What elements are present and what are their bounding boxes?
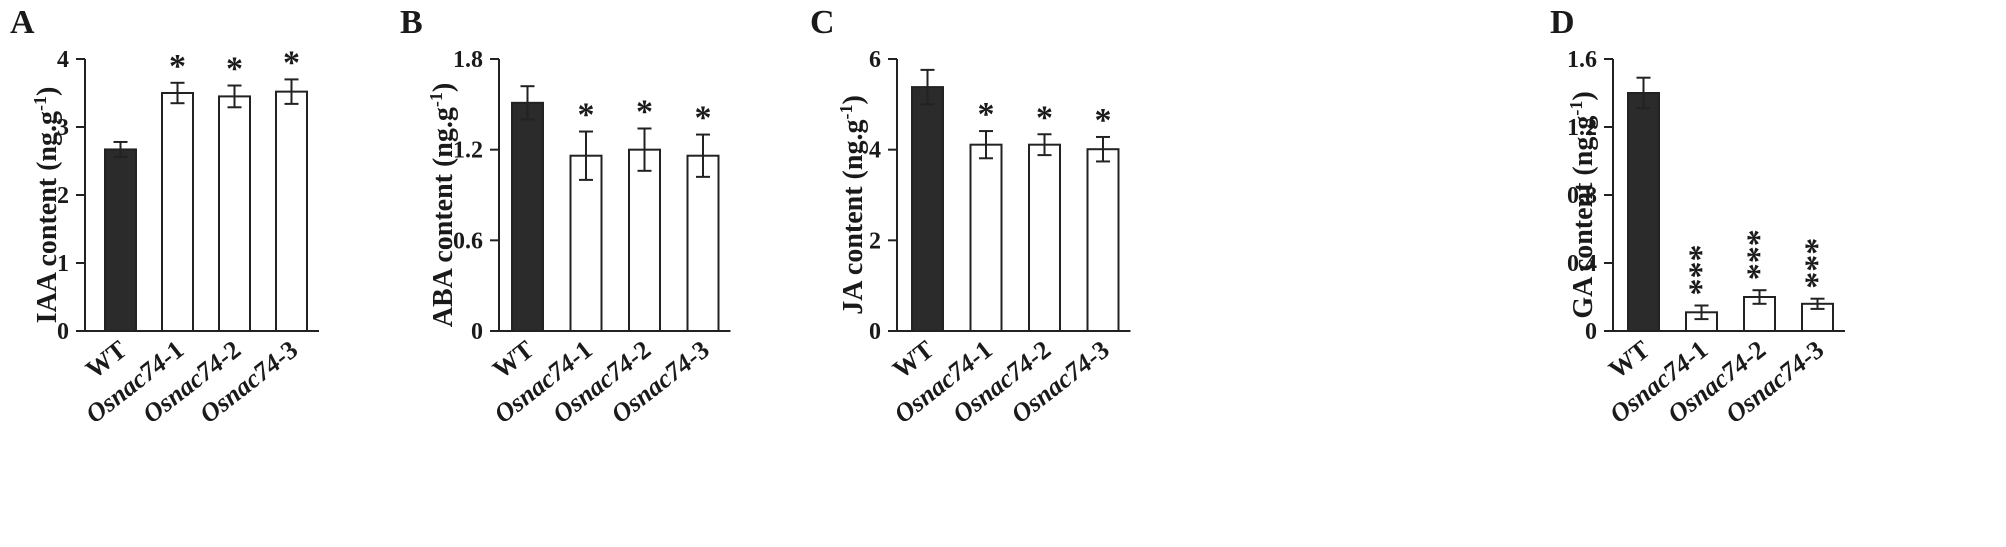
panel-a-significance-label: *	[169, 48, 186, 85]
panel-d-bar	[1627, 92, 1660, 332]
panel-b-bar	[511, 101, 544, 332]
panel-b-bar	[686, 154, 720, 332]
panel-d-significance-label: ***	[1799, 238, 1836, 289]
panel-d-y-tick-label: 0.4	[1567, 251, 1597, 277]
panel-b-bar	[569, 154, 603, 332]
panel-a-y-tick-label: 3	[57, 115, 69, 141]
panel-b-significance-label: *	[578, 97, 595, 134]
panel-d-y-tick-label: 0.8	[1567, 183, 1597, 209]
panel-d-significance-label: ***	[1741, 229, 1778, 280]
panel-c-significance-label: *	[978, 96, 995, 133]
panel-d-significance-label: ***	[1683, 245, 1720, 296]
panel-c-y-tick-label: 6	[869, 47, 881, 73]
panel-b-bar	[628, 148, 661, 332]
panel-a-y-axis-label: IAA content (ng.g-1)	[30, 87, 63, 324]
panel-a-bar	[275, 90, 308, 332]
panel-a-bar	[104, 148, 137, 332]
panel-c-y-tick-label: 2	[869, 228, 881, 254]
panel-c-y-tick-label: 4	[869, 138, 881, 164]
panel-c-y-tick-label: 0	[869, 319, 881, 345]
panel-b-y-tick-label: 0.6	[453, 228, 483, 254]
panel-d-y-tick-label: 0	[1585, 319, 1597, 345]
panel-a-significance-label: *	[226, 51, 243, 88]
panel-a-bar	[161, 92, 194, 332]
panel-d-y-tick-label: 1.6	[1567, 47, 1597, 73]
panel-b-label: B	[400, 4, 423, 41]
panel-d-y-tick-label: 1.2	[1567, 115, 1597, 141]
panel-d-label: D	[1550, 4, 1575, 41]
panel-a-significance-label: *	[283, 44, 300, 81]
panel-a-y-tick-label: 0	[57, 319, 69, 345]
panel-c-bar	[1086, 148, 1120, 332]
panel-a-y-tick-label: 1	[57, 251, 69, 277]
panel-d-y-axis-label: GA content (ng.g-1)	[1566, 91, 1599, 318]
panel-b-y-tick-label: 1.2	[453, 138, 483, 164]
panel-b-significance-label: *	[695, 100, 712, 137]
panel-b-y-axis-label: ABA content (ng.g-1)	[426, 83, 459, 327]
panel-a-label: A	[10, 4, 35, 41]
panel-c-bar	[1028, 143, 1061, 332]
panel-a-y-tick-label: 2	[57, 183, 69, 209]
panel-c-label: C	[810, 4, 835, 41]
panel-c-bar	[911, 86, 944, 332]
panel-b-y-tick-label: 0	[471, 319, 483, 345]
panel-b-y-tick-label: 1.8	[453, 47, 483, 73]
panel-c-y-axis-label: JA content (ng.g-1)	[836, 95, 869, 315]
panel-c-bar	[969, 143, 1003, 332]
panel-b-significance-label: *	[636, 94, 653, 131]
panel-a-bar	[218, 95, 251, 333]
panel-c-significance-label: *	[1036, 99, 1053, 136]
panel-c-significance-label: *	[1095, 102, 1112, 139]
panel-a-y-tick-label: 4	[57, 47, 69, 73]
